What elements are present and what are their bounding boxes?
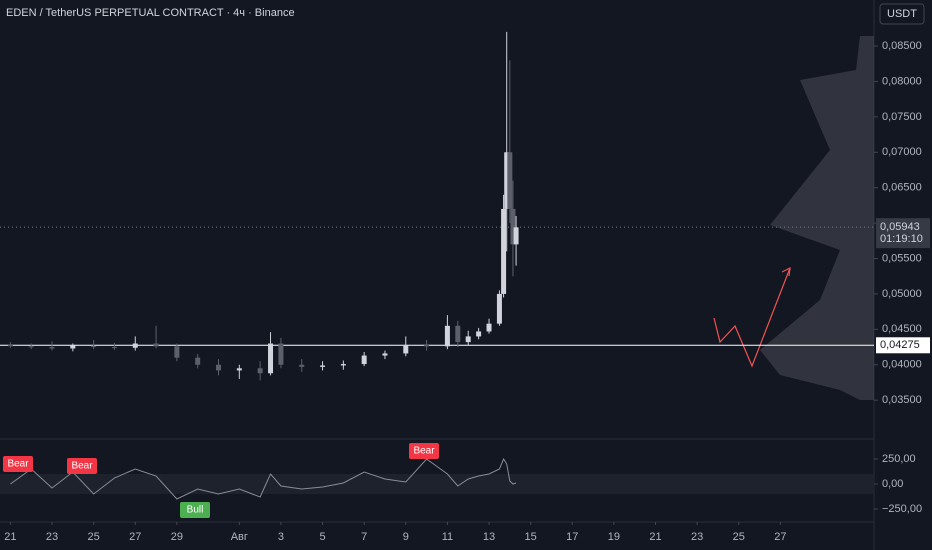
- candle-body: [465, 336, 471, 343]
- candle-body: [486, 323, 492, 332]
- countdown: 01:19:10: [880, 233, 923, 245]
- signal-label: Bear: [7, 459, 29, 470]
- candle-body: [153, 343, 159, 347]
- currency-button[interactable]: [879, 3, 925, 25]
- candle-body: [424, 344, 430, 347]
- x-tick-label: 25: [88, 531, 100, 543]
- signal-label: Bear: [71, 461, 93, 472]
- y-tick-label: 0,08500: [882, 40, 922, 52]
- x-tick-label: 27: [774, 531, 786, 543]
- drawing: [713, 267, 791, 368]
- candle-body: [340, 364, 346, 366]
- arrow-head: [781, 266, 791, 277]
- x-tick-label: 19: [608, 531, 620, 543]
- y-tick-label: −250,00: [882, 503, 922, 515]
- signal-label: Bull: [187, 505, 204, 516]
- price-tag: [876, 218, 930, 249]
- y-tick-label: 0,05000: [882, 288, 922, 300]
- candle-body: [403, 344, 409, 354]
- level-label: 0,04275: [880, 339, 920, 351]
- x-tick-label: 21: [649, 531, 661, 543]
- candle-body: [513, 227, 519, 245]
- zero-band: [0, 474, 874, 494]
- x-tick-label: Авг: [231, 531, 248, 543]
- candle-body: [278, 343, 284, 365]
- candle-body: [70, 345, 76, 349]
- y-tick-label: 0,07500: [882, 111, 922, 123]
- y-tick-label: 0,07000: [882, 146, 922, 158]
- candle-body: [132, 343, 138, 348]
- candle-body: [111, 347, 117, 349]
- candle-body: [444, 325, 450, 347]
- x-tick-label: 11: [442, 531, 453, 543]
- candle-body: [299, 364, 305, 367]
- oscillator-line: [10, 457, 517, 500]
- x-tick-label: 3: [278, 531, 284, 543]
- candle-body: [268, 343, 274, 374]
- level-tag: [876, 337, 930, 354]
- candle-body: [174, 346, 180, 358]
- signal-tag: [409, 443, 439, 459]
- candle-body: [361, 355, 367, 365]
- x-tick-label: 23: [46, 531, 58, 543]
- currency[interactable]: USDT: [887, 8, 917, 20]
- candle-body: [510, 208, 516, 245]
- candle-body: [507, 152, 513, 209]
- candle-body: [501, 208, 507, 294]
- x-tick-label: 5: [319, 531, 325, 543]
- x-tick-label: 25: [733, 531, 745, 543]
- candle-body: [236, 368, 242, 371]
- x-tick-label: 27: [129, 531, 141, 543]
- y-tick-label: 0,05500: [882, 252, 922, 264]
- candle-body: [28, 346, 34, 348]
- candle-body: [49, 347, 55, 349]
- candle-body: [216, 364, 221, 371]
- y-tick-label: 250,00: [882, 453, 916, 465]
- candle-body: [455, 325, 461, 343]
- signal-tag: [3, 456, 33, 472]
- candle-body: [195, 357, 201, 365]
- x-tick-label: 23: [691, 531, 703, 543]
- x-tick-label: 15: [525, 531, 537, 543]
- candle-body: [476, 331, 482, 337]
- signal-label: Bear: [413, 446, 435, 457]
- candle-body: [7, 344, 13, 347]
- candle-body: [91, 345, 97, 348]
- price-label: 0,05943: [880, 221, 920, 233]
- signal-tag: [67, 458, 97, 474]
- candle-body: [382, 353, 388, 356]
- x-tick-label: 21: [4, 531, 16, 543]
- candle-body: [496, 293, 502, 324]
- y-tick-label: 0,03500: [882, 394, 922, 406]
- signal-tag: [180, 502, 210, 518]
- x-tick-label: 7: [361, 531, 367, 543]
- x-tick-label: 29: [171, 531, 183, 543]
- x-tick-label: 9: [403, 531, 409, 543]
- volume-profile: [760, 36, 874, 400]
- y-tick-label: 0,04000: [882, 359, 922, 371]
- candle-body: [257, 368, 263, 374]
- candle-body: [320, 365, 326, 367]
- y-tick-label: 0,08000: [882, 75, 922, 87]
- x-tick-label: 13: [483, 531, 495, 543]
- candle-body: [504, 152, 510, 209]
- y-tick-label: 0,04500: [882, 323, 922, 335]
- chart-title: EDEN / TetherUS PERPETUAL CONTRACT · 4ч …: [6, 7, 295, 19]
- y-tick-label: 0,00: [882, 478, 903, 490]
- y-tick-label: 0,06500: [882, 182, 922, 194]
- x-tick-label: 17: [566, 531, 578, 543]
